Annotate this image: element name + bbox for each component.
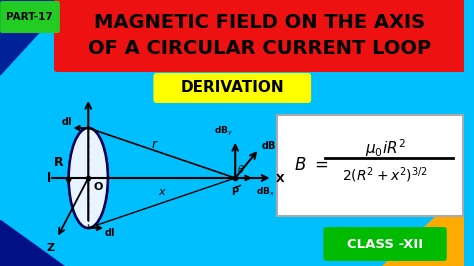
FancyBboxPatch shape: [54, 0, 465, 72]
Text: CLASS -XII: CLASS -XII: [347, 238, 423, 251]
Text: dB$_x$: dB$_x$: [256, 186, 275, 198]
Text: dB$_y$: dB$_y$: [214, 125, 233, 138]
Text: r: r: [151, 139, 156, 152]
FancyBboxPatch shape: [0, 1, 60, 33]
Text: O: O: [93, 182, 102, 192]
FancyBboxPatch shape: [154, 73, 311, 103]
Text: dl: dl: [62, 117, 72, 127]
Text: X: X: [275, 174, 284, 184]
Polygon shape: [0, 220, 64, 266]
FancyBboxPatch shape: [323, 227, 447, 261]
Polygon shape: [0, 0, 69, 75]
Text: x: x: [158, 187, 165, 197]
Text: dB: dB: [262, 141, 276, 151]
Text: $2(R^2+x^2)^{3/2}$: $2(R^2+x^2)^{3/2}$: [342, 165, 428, 185]
Text: PART-17: PART-17: [6, 12, 53, 22]
Polygon shape: [382, 190, 465, 266]
Text: R: R: [54, 156, 64, 169]
FancyBboxPatch shape: [277, 115, 464, 216]
Ellipse shape: [69, 128, 108, 228]
Ellipse shape: [69, 128, 108, 228]
Text: Z: Z: [47, 243, 55, 253]
Text: θ: θ: [238, 165, 244, 175]
Text: MAGNETIC FIELD ON THE AXIS: MAGNETIC FIELD ON THE AXIS: [94, 13, 425, 31]
Text: l: l: [47, 172, 51, 185]
Text: P: P: [231, 187, 238, 197]
Text: $B\ =$: $B\ =$: [294, 156, 328, 174]
Text: $\mu_0 iR^2$: $\mu_0 iR^2$: [365, 137, 405, 159]
Text: dl: dl: [105, 228, 115, 238]
Text: OF A CIRCULAR CURRENT LOOP: OF A CIRCULAR CURRENT LOOP: [88, 39, 431, 57]
Text: DERIVATION: DERIVATION: [181, 81, 284, 95]
Polygon shape: [411, 0, 465, 55]
Ellipse shape: [68, 128, 107, 228]
